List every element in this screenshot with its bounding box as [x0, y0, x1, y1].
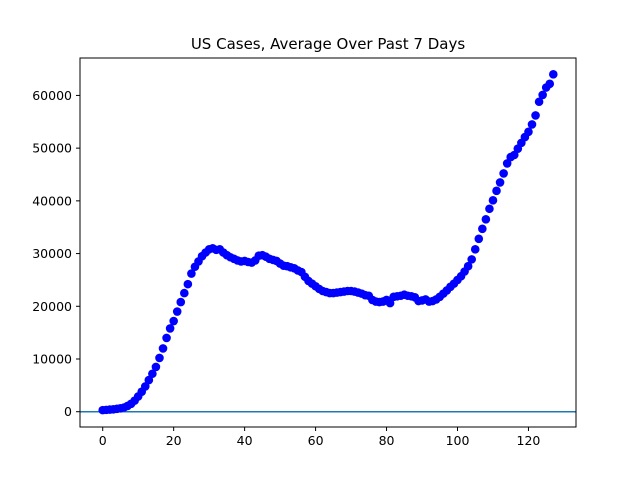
data-point: [176, 297, 186, 307]
y-axis-ticks: 0 10000 20000 30000 40000 50000 60000: [32, 88, 80, 419]
data-point: [502, 159, 512, 168]
data-point: [538, 90, 547, 100]
x-tick-label: 60: [308, 433, 324, 448]
data-point: [527, 120, 537, 129]
y-tick-label: 50000: [32, 141, 72, 156]
data-point: [492, 186, 501, 196]
data-point: [158, 344, 168, 353]
data-point: [534, 97, 544, 107]
data-point: [531, 111, 540, 120]
x-axis-ticks: 0 20 40 60 80 100 120: [99, 427, 541, 448]
data-point: [495, 178, 505, 187]
y-tick-label: 60000: [32, 88, 72, 103]
data-point: [485, 204, 494, 214]
data-point: [463, 261, 473, 271]
y-tick-label: 30000: [32, 246, 72, 261]
data-point: [467, 255, 476, 264]
y-tick-label: 0: [64, 404, 72, 419]
x-tick-label: 80: [379, 433, 395, 448]
x-tick-label: 0: [99, 433, 107, 448]
data-point: [162, 333, 171, 343]
plot-frame: [79, 57, 577, 428]
x-tick-label: 20: [166, 433, 182, 448]
data-point: [165, 324, 175, 333]
data-point: [470, 245, 480, 254]
data-point: [180, 288, 189, 298]
y-tick-label: 20000: [32, 299, 72, 314]
data-point: [148, 369, 157, 379]
x-tick-label: 120: [517, 433, 541, 448]
data-point: [187, 269, 196, 278]
x-tick-label: 40: [237, 433, 253, 448]
data-point: [151, 362, 161, 372]
data-point: [488, 196, 498, 205]
data-point: [509, 150, 519, 160]
data-point: [481, 215, 491, 224]
y-tick-label: 10000: [32, 351, 72, 366]
data-point: [499, 169, 508, 178]
data-point: [172, 307, 182, 316]
data-point: [155, 353, 164, 363]
data-point: [548, 70, 558, 79]
data-points: [98, 70, 558, 415]
data-point: [524, 127, 533, 137]
y-tick-label: 40000: [32, 193, 72, 208]
data-point: [169, 316, 178, 326]
data-point: [140, 382, 150, 391]
chart-title: US Cases, Average Over Past 7 Days: [191, 35, 465, 53]
data-point: [474, 234, 484, 244]
x-tick-label: 100: [446, 433, 470, 448]
data-point: [478, 224, 487, 234]
data-point: [545, 79, 555, 89]
data-point: [385, 298, 395, 308]
data-point: [183, 279, 193, 289]
data-point: [144, 375, 154, 385]
